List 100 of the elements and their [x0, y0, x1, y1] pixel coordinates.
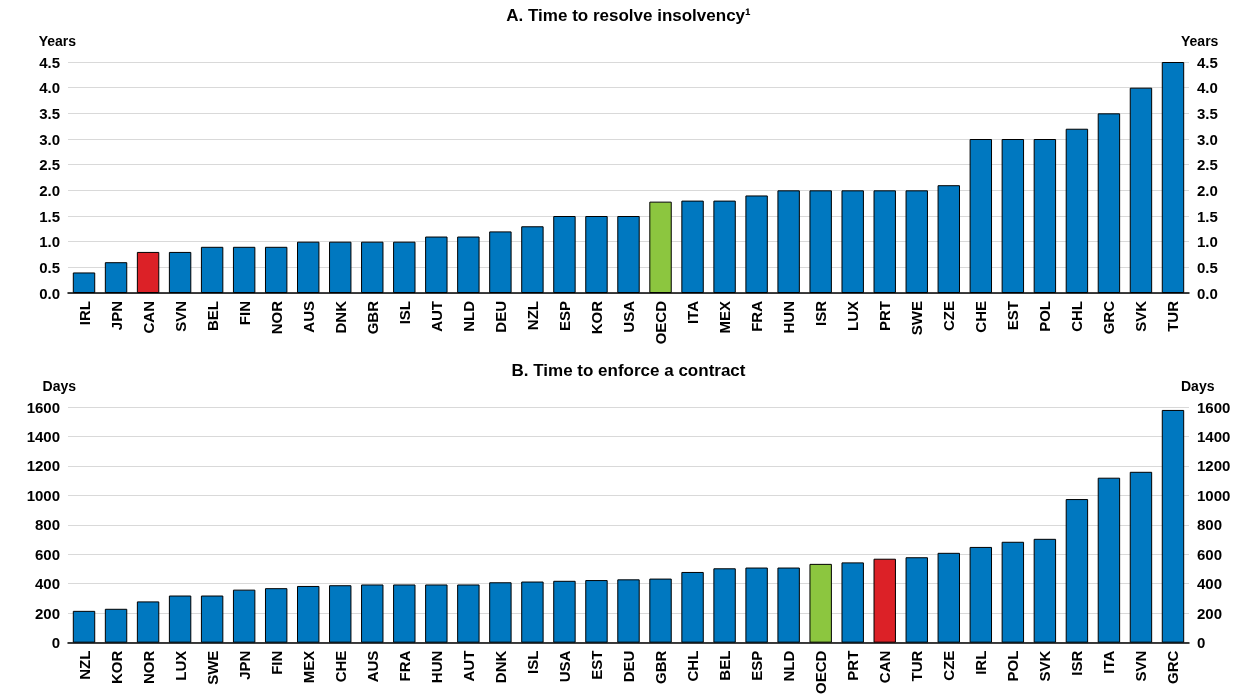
x-tick-label: ISR	[1068, 650, 1086, 676]
x-tick-label: FRA	[748, 300, 766, 332]
x-tick-label: AUS	[299, 301, 317, 333]
y2-tick-label: 1400	[1197, 427, 1231, 445]
x-tick-label: CHE	[331, 650, 349, 683]
y2-tick-label: 0	[1197, 634, 1206, 652]
x-tick-label: BEL	[716, 650, 734, 681]
y2-tick-label: 3.0	[1197, 130, 1218, 148]
y-tick-label: 800	[34, 516, 60, 534]
x-tick-label: IRL	[75, 301, 93, 326]
y2-axis-title: Days	[1181, 378, 1215, 394]
x-tick-label: ITA	[684, 300, 702, 325]
y2-tick-label: 2.5	[1197, 156, 1218, 174]
x-tick-label: OECD	[652, 300, 670, 345]
y2-tick-label: 3.5	[1197, 104, 1218, 122]
y2-tick-label: 1600	[1197, 398, 1231, 416]
chart-title: A. Time to resolve insolvency¹	[506, 6, 752, 25]
x-tick-label: CAN	[139, 301, 157, 334]
x-tick-label: SVN	[171, 301, 189, 332]
y2-tick-label: 0.0	[1197, 284, 1218, 302]
x-tick-label: OECD	[812, 650, 830, 695]
x-tick-label: FRA	[395, 650, 413, 682]
x-tick-label: JPN	[235, 650, 253, 680]
x-tick-label: MEX	[716, 301, 734, 334]
y-tick-label: 0	[51, 634, 60, 652]
y-tick-label: 1000	[26, 486, 60, 504]
x-tick-label: AUT	[459, 650, 477, 682]
y-tick-label: 0.0	[39, 284, 60, 302]
y2-tick-label: 1.0	[1197, 233, 1218, 251]
x-tick-label: IRL	[972, 650, 990, 675]
x-tick-label: KOR	[107, 650, 125, 685]
y-tick-label: 1400	[26, 427, 60, 445]
y2-axis-title: Years	[1181, 33, 1219, 49]
y2-tick-label: 0.5	[1197, 258, 1218, 276]
y2-tick-label: 4.5	[1197, 53, 1218, 71]
x-tick-label: NLD	[459, 300, 477, 332]
x-tick-label: PRT	[844, 650, 862, 681]
x-tick-label: EST	[1004, 301, 1022, 331]
x-tick-label: HUN	[780, 301, 798, 334]
x-tick-label: ITA	[1100, 650, 1118, 674]
y2-tick-label: 200	[1197, 604, 1223, 622]
x-tick-label: ISL	[395, 301, 413, 325]
x-tick-label: ISR	[812, 300, 830, 327]
y2-tick-label: 800	[1197, 516, 1223, 534]
y-tick-label: 600	[34, 545, 60, 563]
x-tick-label: SVK	[1132, 300, 1150, 332]
x-tick-label: CHL	[1068, 301, 1086, 332]
x-tick-label: POL	[1004, 650, 1022, 682]
x-tick-label: SWE	[908, 301, 926, 336]
x-tick-label: NOR	[267, 300, 285, 335]
y-tick-label: 4.5	[39, 53, 60, 71]
x-tick-label: GRC	[1164, 650, 1182, 685]
x-tick-label: NLD	[780, 650, 798, 682]
y-tick-label: 0.5	[39, 258, 60, 276]
x-tick-label: SVN	[1132, 650, 1150, 682]
x-tick-label: ESP	[748, 650, 766, 681]
y-tick-label: 1200	[26, 457, 60, 475]
y-tick-label: 200	[34, 604, 60, 622]
x-tick-label: TUR	[908, 650, 926, 682]
x-tick-label: ESP	[555, 301, 573, 332]
x-tick-label: USA	[620, 300, 637, 333]
y-tick-label: 1.5	[39, 207, 60, 225]
x-tick-label: USA	[555, 650, 573, 683]
x-tick-label: CZE	[940, 301, 958, 331]
x-tick-label: TUR	[1164, 300, 1182, 332]
y2-tick-label: 4.0	[1197, 79, 1218, 97]
y-axis-title: Days	[42, 378, 77, 394]
x-tick-label: FIN	[235, 301, 253, 326]
y2-tick-label: 2.0	[1197, 181, 1218, 199]
x-tick-label: DEU	[620, 650, 637, 683]
x-tick-label: NZL	[523, 301, 541, 331]
y2-tick-label: 1000	[1197, 486, 1231, 504]
x-tick-label: POL	[1036, 301, 1054, 332]
y-tick-label: 1600	[26, 398, 60, 416]
x-tick-label: BEL	[203, 301, 221, 331]
y-tick-label: 2.5	[39, 156, 60, 174]
x-tick-label: GBR	[652, 650, 670, 685]
y2-tick-label: 1.5	[1197, 207, 1218, 225]
x-tick-label: SVK	[1036, 650, 1054, 682]
x-tick-label: FIN	[267, 650, 285, 675]
y-tick-label: 1.0	[39, 233, 60, 251]
x-tick-label: CZE	[940, 650, 958, 681]
x-tick-label: AUS	[363, 650, 381, 683]
x-tick-label: DNK	[331, 300, 349, 334]
x-tick-label: JPN	[107, 301, 125, 331]
x-tick-label: NZL	[75, 650, 93, 680]
x-tick-label: SWE	[203, 650, 221, 685]
y-tick-label: 400	[34, 575, 60, 593]
x-tick-label: NOR	[139, 650, 157, 685]
x-tick-label: GRC	[1100, 300, 1118, 335]
x-tick-label: EST	[587, 650, 605, 680]
x-tick-label: DEU	[491, 301, 509, 333]
y-axis-title: Years	[38, 33, 77, 49]
x-tick-label: CHL	[684, 650, 702, 682]
x-tick-label: ISL	[523, 650, 541, 675]
x-tick-label: PRT	[876, 301, 894, 331]
x-tick-label: LUX	[171, 650, 189, 681]
x-tick-label: KOR	[587, 300, 605, 335]
y2-tick-label: 400	[1197, 575, 1223, 593]
x-tick-label: CAN	[876, 650, 894, 684]
